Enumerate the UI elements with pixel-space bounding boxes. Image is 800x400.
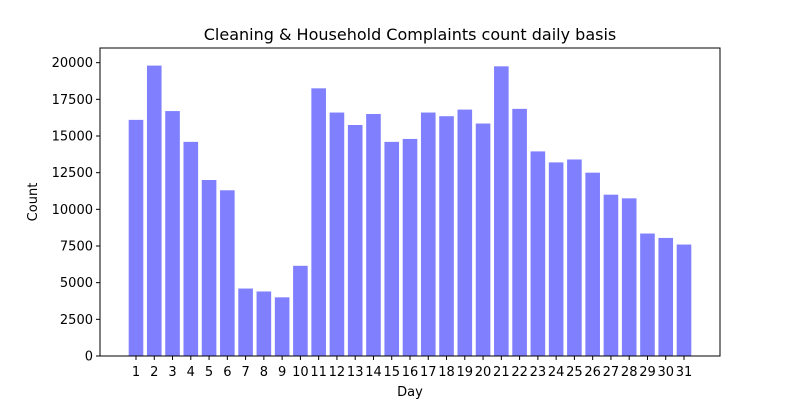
x-tick-label: 25 (566, 365, 583, 380)
y-tick-label: 20000 (52, 56, 93, 71)
x-tick-label: 30 (657, 365, 674, 380)
bar-day-23 (530, 151, 546, 356)
bar-day-22 (512, 108, 527, 357)
bar-day-15 (384, 141, 400, 356)
x-tick-label: 9 (278, 365, 286, 380)
bar-day-14 (366, 114, 381, 356)
x-tick-label: 10 (292, 365, 309, 380)
x-tick-label: 19 (457, 365, 474, 380)
bar-day-27 (603, 194, 619, 356)
bar-day-10 (293, 265, 308, 356)
bar-day-1 (128, 119, 144, 357)
bar-day-26 (585, 172, 600, 356)
bar-day-25 (567, 159, 582, 356)
y-tick-label: 7500 (60, 240, 93, 255)
x-tick-label: 29 (639, 365, 656, 380)
bars-group (128, 65, 692, 357)
x-tick-label: 5 (205, 365, 213, 380)
bar-day-12 (329, 112, 345, 356)
bar-day-2 (146, 65, 162, 356)
bar-day-30 (658, 237, 674, 356)
y-tick-label: 0 (85, 350, 93, 365)
bar-day-4 (183, 141, 199, 356)
y-axis: 0 2500 5000 7500 10000 12500 15000 17500 20000 (52, 56, 100, 365)
y-axis-label: Count (26, 183, 41, 222)
x-tick-label: 26 (584, 365, 601, 380)
x-tick-label: 20 (475, 365, 492, 380)
x-tick-label: 28 (621, 365, 638, 380)
x-tick-label: 31 (676, 365, 693, 380)
bar-day-19 (457, 109, 473, 356)
x-tick-label: 2 (150, 365, 158, 380)
bar-day-17 (420, 112, 436, 356)
x-tick-label: 27 (603, 365, 620, 380)
x-tick-label: 18 (438, 365, 455, 380)
y-tick-label: 17500 (52, 93, 93, 108)
x-tick-label: 17 (420, 365, 437, 380)
y-tick-label: 12500 (52, 166, 93, 181)
x-tick-label: 14 (365, 365, 382, 380)
x-axis-label: Day (397, 385, 423, 400)
bar-day-18 (439, 116, 454, 356)
bar-day-3 (165, 111, 180, 356)
x-tick-label: 1 (132, 365, 140, 380)
bar-day-28 (621, 198, 637, 356)
bar-day-5 (201, 180, 217, 356)
bar-day-13 (347, 125, 363, 356)
x-tick-label: 22 (511, 365, 528, 380)
bar-day-24 (548, 162, 564, 356)
x-tick-label: 13 (347, 365, 364, 380)
bar-day-29 (640, 233, 655, 356)
x-axis: 1 2 3 4 5 6 7 8 9 10 11 12 13 14 15 16 17 18 19 20 21 22 23 24 2… (132, 356, 692, 380)
bar-day-6 (220, 190, 235, 356)
bar-day-31 (676, 244, 692, 356)
x-tick-label: 7 (241, 365, 249, 380)
bar-day-8 (256, 291, 272, 356)
bar-day-20 (475, 123, 491, 356)
x-tick-label: 4 (187, 365, 195, 380)
x-tick-label: 16 (402, 365, 419, 380)
x-tick-label: 11 (310, 365, 327, 380)
y-tick-label: 2500 (60, 313, 93, 328)
y-tick-label: 10000 (52, 203, 93, 218)
x-tick-label: 24 (548, 365, 565, 380)
y-tick-label: 5000 (60, 276, 93, 291)
y-tick-label: 15000 (52, 130, 93, 145)
x-tick-label: 15 (383, 365, 400, 380)
x-tick-label: 21 (493, 365, 510, 380)
bar-day-16 (402, 138, 418, 356)
x-tick-label: 3 (168, 365, 176, 380)
bar-day-9 (274, 297, 290, 356)
x-tick-label: 6 (223, 365, 231, 380)
chart-title: Cleaning & Household Complaints count da… (204, 25, 617, 44)
x-tick-label: 12 (329, 365, 346, 380)
bar-day-21 (494, 66, 509, 356)
bar-day-7 (238, 288, 253, 356)
bar-day-11 (311, 88, 326, 356)
x-tick-label: 23 (530, 365, 547, 380)
x-tick-label: 8 (260, 365, 268, 380)
